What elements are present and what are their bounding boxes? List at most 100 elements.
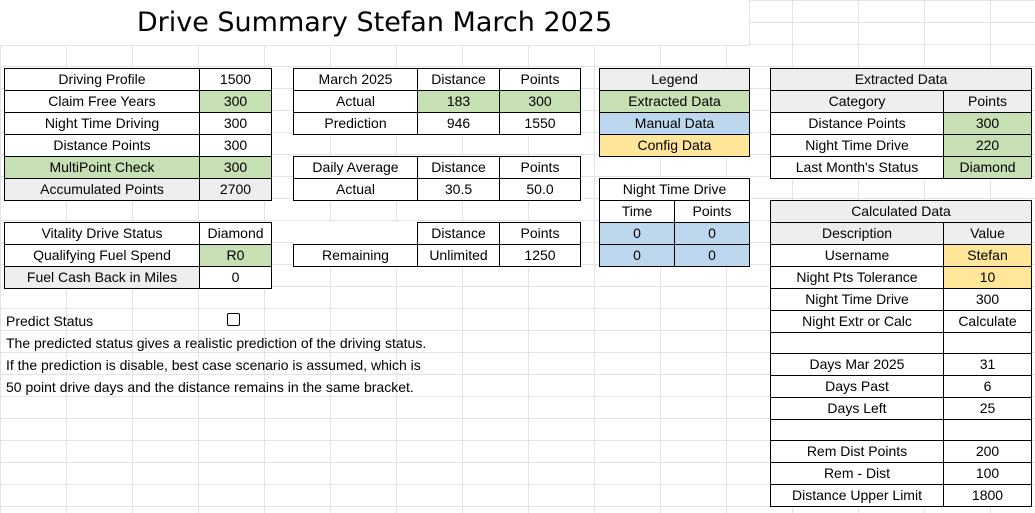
remaining-distance[interactable]: Unlimited xyxy=(417,244,500,267)
calculated-row: Username Stefan xyxy=(770,244,1032,267)
legend-item[interactable]: Config Data xyxy=(599,134,750,157)
legend-header[interactable]: Legend xyxy=(599,68,750,91)
remaining-label[interactable]: Remaining xyxy=(293,244,418,267)
month-header[interactable]: March 2025 xyxy=(293,68,418,91)
calculated-label[interactable]: Days Mar 2025 xyxy=(770,353,944,376)
extracted-col-header[interactable]: Category xyxy=(770,90,944,113)
calculated-label[interactable]: Night Time Drive xyxy=(770,288,944,311)
month-header[interactable]: Distance xyxy=(417,68,500,91)
extracted-value[interactable]: 300 xyxy=(942,112,1033,135)
night-drive-cell[interactable]: 0 xyxy=(599,222,675,245)
month-points[interactable]: 300 xyxy=(499,90,581,113)
profile-label[interactable]: Distance Points xyxy=(4,134,200,157)
profile-value[interactable]: 300 xyxy=(199,112,272,135)
profile-label[interactable]: Driving Profile xyxy=(4,68,200,91)
night-drive-cell[interactable]: 0 xyxy=(674,244,750,267)
calculated-value[interactable]: 200 xyxy=(943,440,1032,463)
month-distance[interactable]: 946 xyxy=(417,112,500,135)
vitality-label[interactable]: Fuel Cash Back in Miles xyxy=(4,266,200,289)
calculated-label[interactable]: Night Pts Tolerance xyxy=(770,266,944,289)
calculated-header-row: Calculated Data xyxy=(770,200,1032,223)
vitality-value[interactable]: Diamond xyxy=(199,222,272,245)
calculated-label[interactable]: Days Past xyxy=(770,375,944,398)
profile-label[interactable]: Night Time Driving xyxy=(4,112,200,135)
calculated-label[interactable]: Rem - Dist xyxy=(770,462,944,485)
predict-note-line: 50 point drive days and the distance rem… xyxy=(6,379,414,395)
extracted-label[interactable]: Distance Points xyxy=(770,112,944,135)
calculated-row: Rem Dist Points 200 xyxy=(770,440,1032,463)
month-label[interactable]: Actual xyxy=(293,90,418,113)
legend-table: Legend Extracted Data Manual Data Config Da… xyxy=(599,68,750,157)
daily-header[interactable]: Daily Average xyxy=(293,156,418,179)
profile-value[interactable]: 300 xyxy=(199,90,272,113)
remaining-row: Remaining Unlimited 1250 xyxy=(293,244,581,267)
calculated-value[interactable]: 6 xyxy=(943,375,1032,398)
calculated-value[interactable]: Calculate xyxy=(943,310,1032,333)
daily-label[interactable]: Actual xyxy=(293,178,418,201)
calculated-label[interactable]: Distance Upper Limit xyxy=(770,484,944,507)
predict-status-checkbox[interactable] xyxy=(227,313,240,326)
extracted-value[interactable]: 220 xyxy=(942,134,1033,157)
profile-value[interactable]: 1500 xyxy=(199,68,272,91)
calculated-value[interactable]: 25 xyxy=(943,397,1032,420)
profile-value[interactable]: 2700 xyxy=(199,178,272,201)
daily-points[interactable]: 50.0 xyxy=(499,178,581,201)
calculated-value[interactable]: 100 xyxy=(943,462,1032,485)
extracted-data-table: Extracted Data Category Points Distance Poi… xyxy=(769,68,1033,179)
vitality-value[interactable]: R0 xyxy=(199,244,272,267)
calculated-label[interactable] xyxy=(770,419,944,441)
night-drive-col-header[interactable]: Time xyxy=(599,200,675,223)
profile-row: Distance Points 300 xyxy=(4,134,272,157)
calculated-value[interactable]: 31 xyxy=(943,353,1032,376)
daily-header[interactable]: Distance xyxy=(417,156,500,179)
vitality-label[interactable]: Vitality Drive Status xyxy=(4,222,200,245)
calculated-value[interactable]: 1800 xyxy=(943,484,1032,507)
calculated-label[interactable]: Username xyxy=(770,244,944,267)
profile-label[interactable]: Accumulated Points xyxy=(4,178,200,201)
night-drive-header-row: Night Time Drive xyxy=(599,178,750,201)
legend-item[interactable]: Extracted Data xyxy=(599,90,750,113)
profile-label[interactable]: Claim Free Years xyxy=(4,90,200,113)
month-label[interactable]: Prediction xyxy=(293,112,418,135)
remaining-header[interactable] xyxy=(294,223,418,245)
night-drive-header[interactable]: Night Time Drive xyxy=(599,178,750,201)
predict-status-label: Predict Status xyxy=(6,313,94,329)
daily-header[interactable]: Points xyxy=(499,156,581,179)
profile-row: Claim Free Years 300 xyxy=(4,90,272,113)
extracted-value[interactable]: Diamond xyxy=(942,156,1033,179)
calculated-label[interactable]: Days Left xyxy=(770,397,944,420)
calculated-value[interactable]: 300 xyxy=(943,288,1032,311)
calculated-value[interactable]: Stefan xyxy=(943,244,1032,267)
calculated-label[interactable] xyxy=(770,332,944,354)
night-drive-cell[interactable]: 0 xyxy=(674,222,750,245)
extracted-header[interactable]: Extracted Data xyxy=(769,68,1033,91)
remaining-header[interactable]: Points xyxy=(499,222,581,245)
extracted-label[interactable]: Night Time Drive xyxy=(770,134,944,157)
legend-item[interactable]: Manual Data xyxy=(599,112,750,135)
calculated-row: Days Past 6 xyxy=(770,375,1032,398)
calculated-label[interactable]: Night Extr or Calc xyxy=(770,310,944,333)
calculated-col-header[interactable]: Value xyxy=(943,222,1032,245)
calculated-label[interactable]: Rem Dist Points xyxy=(770,440,944,463)
profile-value[interactable]: 300 xyxy=(199,156,272,179)
extracted-label[interactable]: Last Month's Status xyxy=(770,156,944,179)
night-drive-table: Night Time Drive Time Points 0 0 0 0 xyxy=(599,178,750,267)
vitality-value[interactable]: 0 xyxy=(199,266,272,289)
month-points[interactable]: 1550 xyxy=(499,112,581,135)
month-distance[interactable]: 183 xyxy=(417,90,500,113)
profile-label[interactable]: MultiPoint Check xyxy=(4,156,200,179)
calculated-value[interactable] xyxy=(943,332,1032,354)
calculated-value[interactable]: 10 xyxy=(943,266,1032,289)
calculated-col-header[interactable]: Description xyxy=(770,222,944,245)
remaining-header[interactable]: Distance xyxy=(417,222,500,245)
extracted-col-header[interactable]: Points xyxy=(942,90,1033,113)
remaining-points[interactable]: 1250 xyxy=(499,244,581,267)
night-drive-cell[interactable]: 0 xyxy=(599,244,675,267)
daily-distance[interactable]: 30.5 xyxy=(417,178,500,201)
profile-value[interactable]: 300 xyxy=(199,134,272,157)
calculated-header[interactable]: Calculated Data xyxy=(770,200,1032,223)
vitality-label[interactable]: Qualifying Fuel Spend xyxy=(4,244,200,267)
night-drive-col-header[interactable]: Points xyxy=(674,200,750,223)
month-header[interactable]: Points xyxy=(499,68,581,91)
calculated-value[interactable] xyxy=(943,419,1032,441)
